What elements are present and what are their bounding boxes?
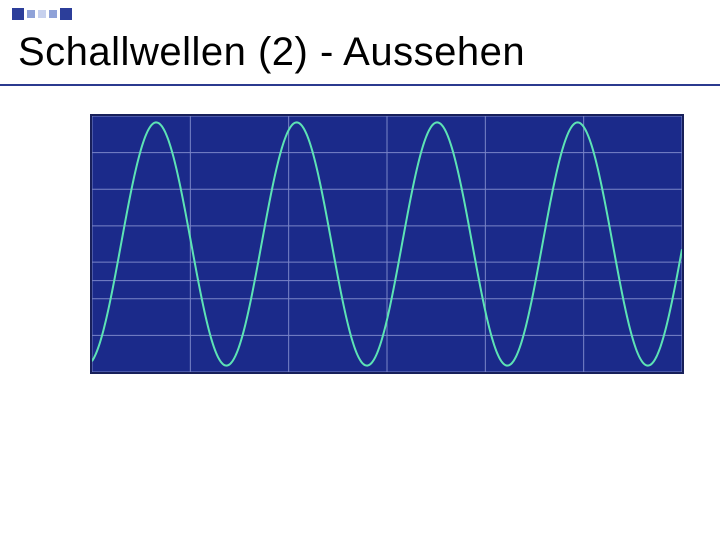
divider-line — [0, 84, 720, 86]
decor-sq-5 — [60, 8, 72, 20]
waveform-chart — [90, 114, 684, 374]
slide: Schallwellen (2) - Aussehen — [0, 0, 720, 540]
decor-sq-4 — [49, 10, 57, 18]
decor-sq-1 — [12, 8, 24, 20]
slide-title: Schallwellen (2) - Aussehen — [18, 30, 525, 75]
waveform-svg — [92, 116, 682, 372]
decor-sq-3 — [38, 10, 46, 18]
corner-decor — [12, 8, 72, 20]
decor-sq-2 — [27, 10, 35, 18]
